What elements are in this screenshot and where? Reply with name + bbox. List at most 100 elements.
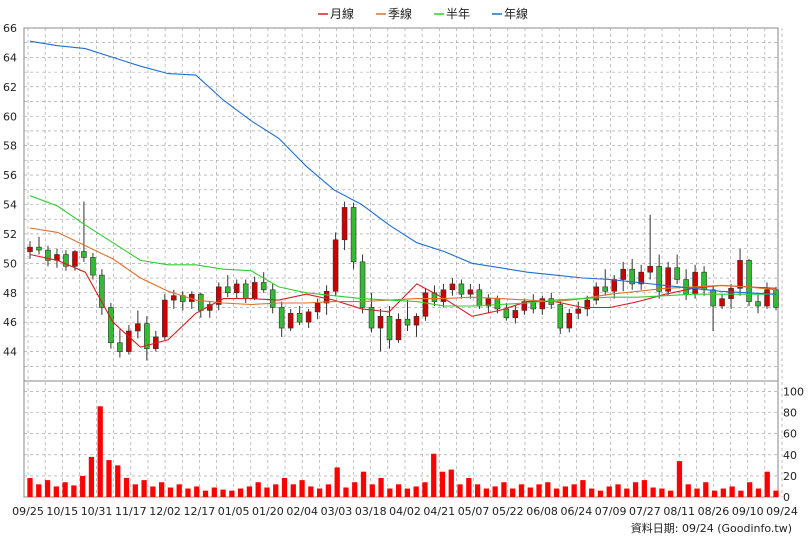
x-tick-label: 10/15	[46, 505, 78, 518]
volume-bar	[711, 490, 718, 497]
candle-body	[162, 299, 168, 338]
candle-body	[584, 299, 591, 310]
legend-label-1: 季線	[388, 6, 412, 21]
candle-body	[341, 207, 348, 241]
candle	[602, 269, 609, 296]
candle	[566, 308, 573, 333]
ma-line-0	[29, 253, 777, 348]
candle-body	[629, 268, 635, 285]
x-tick-label: 08/11	[663, 505, 695, 518]
candle	[611, 275, 617, 299]
x-tick-label: 06/08	[526, 505, 558, 518]
candle-body	[386, 315, 393, 341]
candle-body	[287, 313, 294, 329]
volume-bar	[641, 480, 647, 497]
volume-bar	[273, 484, 279, 497]
price-y-tick-label: 52	[3, 228, 17, 241]
candle-body	[539, 298, 546, 310]
volume-bar	[229, 490, 235, 497]
price-y-tick-label: 56	[3, 169, 17, 182]
volume-bar	[527, 487, 533, 497]
volume-bar	[580, 480, 586, 497]
candle	[215, 282, 222, 311]
candle-body	[36, 246, 42, 251]
candle	[108, 303, 114, 349]
candle	[521, 298, 528, 315]
volume-y-tick-label: 100	[783, 386, 804, 399]
volume-bar	[501, 482, 507, 497]
legend-label-2: 半年	[446, 7, 470, 21]
candle	[350, 203, 357, 270]
candle-body	[602, 286, 609, 292]
volume-panel: 0 20 40 60 80 100	[23, 380, 804, 504]
candle	[332, 232, 339, 296]
candle-body	[305, 311, 312, 323]
candle	[746, 258, 752, 306]
candle	[269, 283, 276, 314]
candle	[233, 279, 240, 299]
x-tick-label: 12/17	[184, 505, 216, 518]
x-tick-label: 01/05	[218, 505, 250, 518]
candle-body	[90, 257, 96, 276]
volume-bar	[553, 488, 560, 497]
volume-bar	[685, 484, 691, 497]
volume-bar	[764, 471, 770, 497]
x-tick-label: 06/24	[561, 505, 593, 518]
candle-body	[773, 289, 779, 308]
candle	[764, 282, 770, 309]
volume-bar	[615, 484, 621, 497]
price-y-tick-label: 62	[3, 81, 17, 94]
volume-bar	[413, 486, 419, 497]
volume-bar	[106, 460, 112, 497]
volume-bar	[71, 485, 77, 497]
volume-bar	[597, 490, 604, 497]
volume-y-tick-label: 20	[783, 470, 797, 483]
candle	[512, 305, 519, 324]
candle	[530, 294, 537, 314]
candle-body	[413, 315, 420, 326]
candle-body	[593, 286, 600, 301]
volume-bar	[747, 482, 753, 497]
candle-body	[485, 298, 492, 307]
candle	[126, 325, 132, 355]
candle	[90, 253, 96, 280]
volume-bar	[194, 486, 200, 497]
x-tick-label: 12/02	[149, 505, 181, 518]
candle	[503, 303, 510, 321]
candle	[296, 305, 303, 326]
candle	[458, 279, 465, 299]
x-tick-label: 02/04	[286, 505, 318, 518]
candle-body	[494, 298, 501, 310]
volume-bar	[115, 465, 121, 497]
candle	[557, 301, 564, 334]
volume-y-tick-label: 60	[783, 428, 797, 441]
volume-bar	[176, 484, 182, 497]
candle-body	[260, 282, 267, 291]
candle-body	[45, 249, 51, 261]
volume-y-tick-label: 40	[783, 449, 797, 462]
x-tick-label: 05/22	[492, 505, 524, 518]
candle-body	[359, 261, 366, 308]
x-tick-label: 07/09	[595, 505, 627, 518]
candle-body	[728, 288, 734, 299]
ma-line-2	[29, 195, 776, 307]
candle-body	[395, 318, 402, 341]
volume-bar	[439, 471, 446, 497]
candle-body	[350, 207, 357, 263]
candle-body	[233, 283, 240, 294]
volume-bar	[518, 484, 525, 497]
volume-bar	[202, 490, 209, 497]
volume-bar	[720, 488, 726, 497]
price-y-tick-label: 54	[3, 199, 17, 212]
candle	[81, 201, 87, 262]
volume-bar	[650, 487, 656, 497]
volume-bar	[571, 484, 577, 497]
volume-bar	[150, 486, 156, 497]
candle-body	[611, 279, 617, 292]
volume-bar	[352, 482, 358, 497]
volume-bar	[404, 488, 411, 497]
volume-bar	[589, 488, 595, 497]
candle	[710, 285, 716, 331]
volume-bar	[246, 486, 253, 497]
